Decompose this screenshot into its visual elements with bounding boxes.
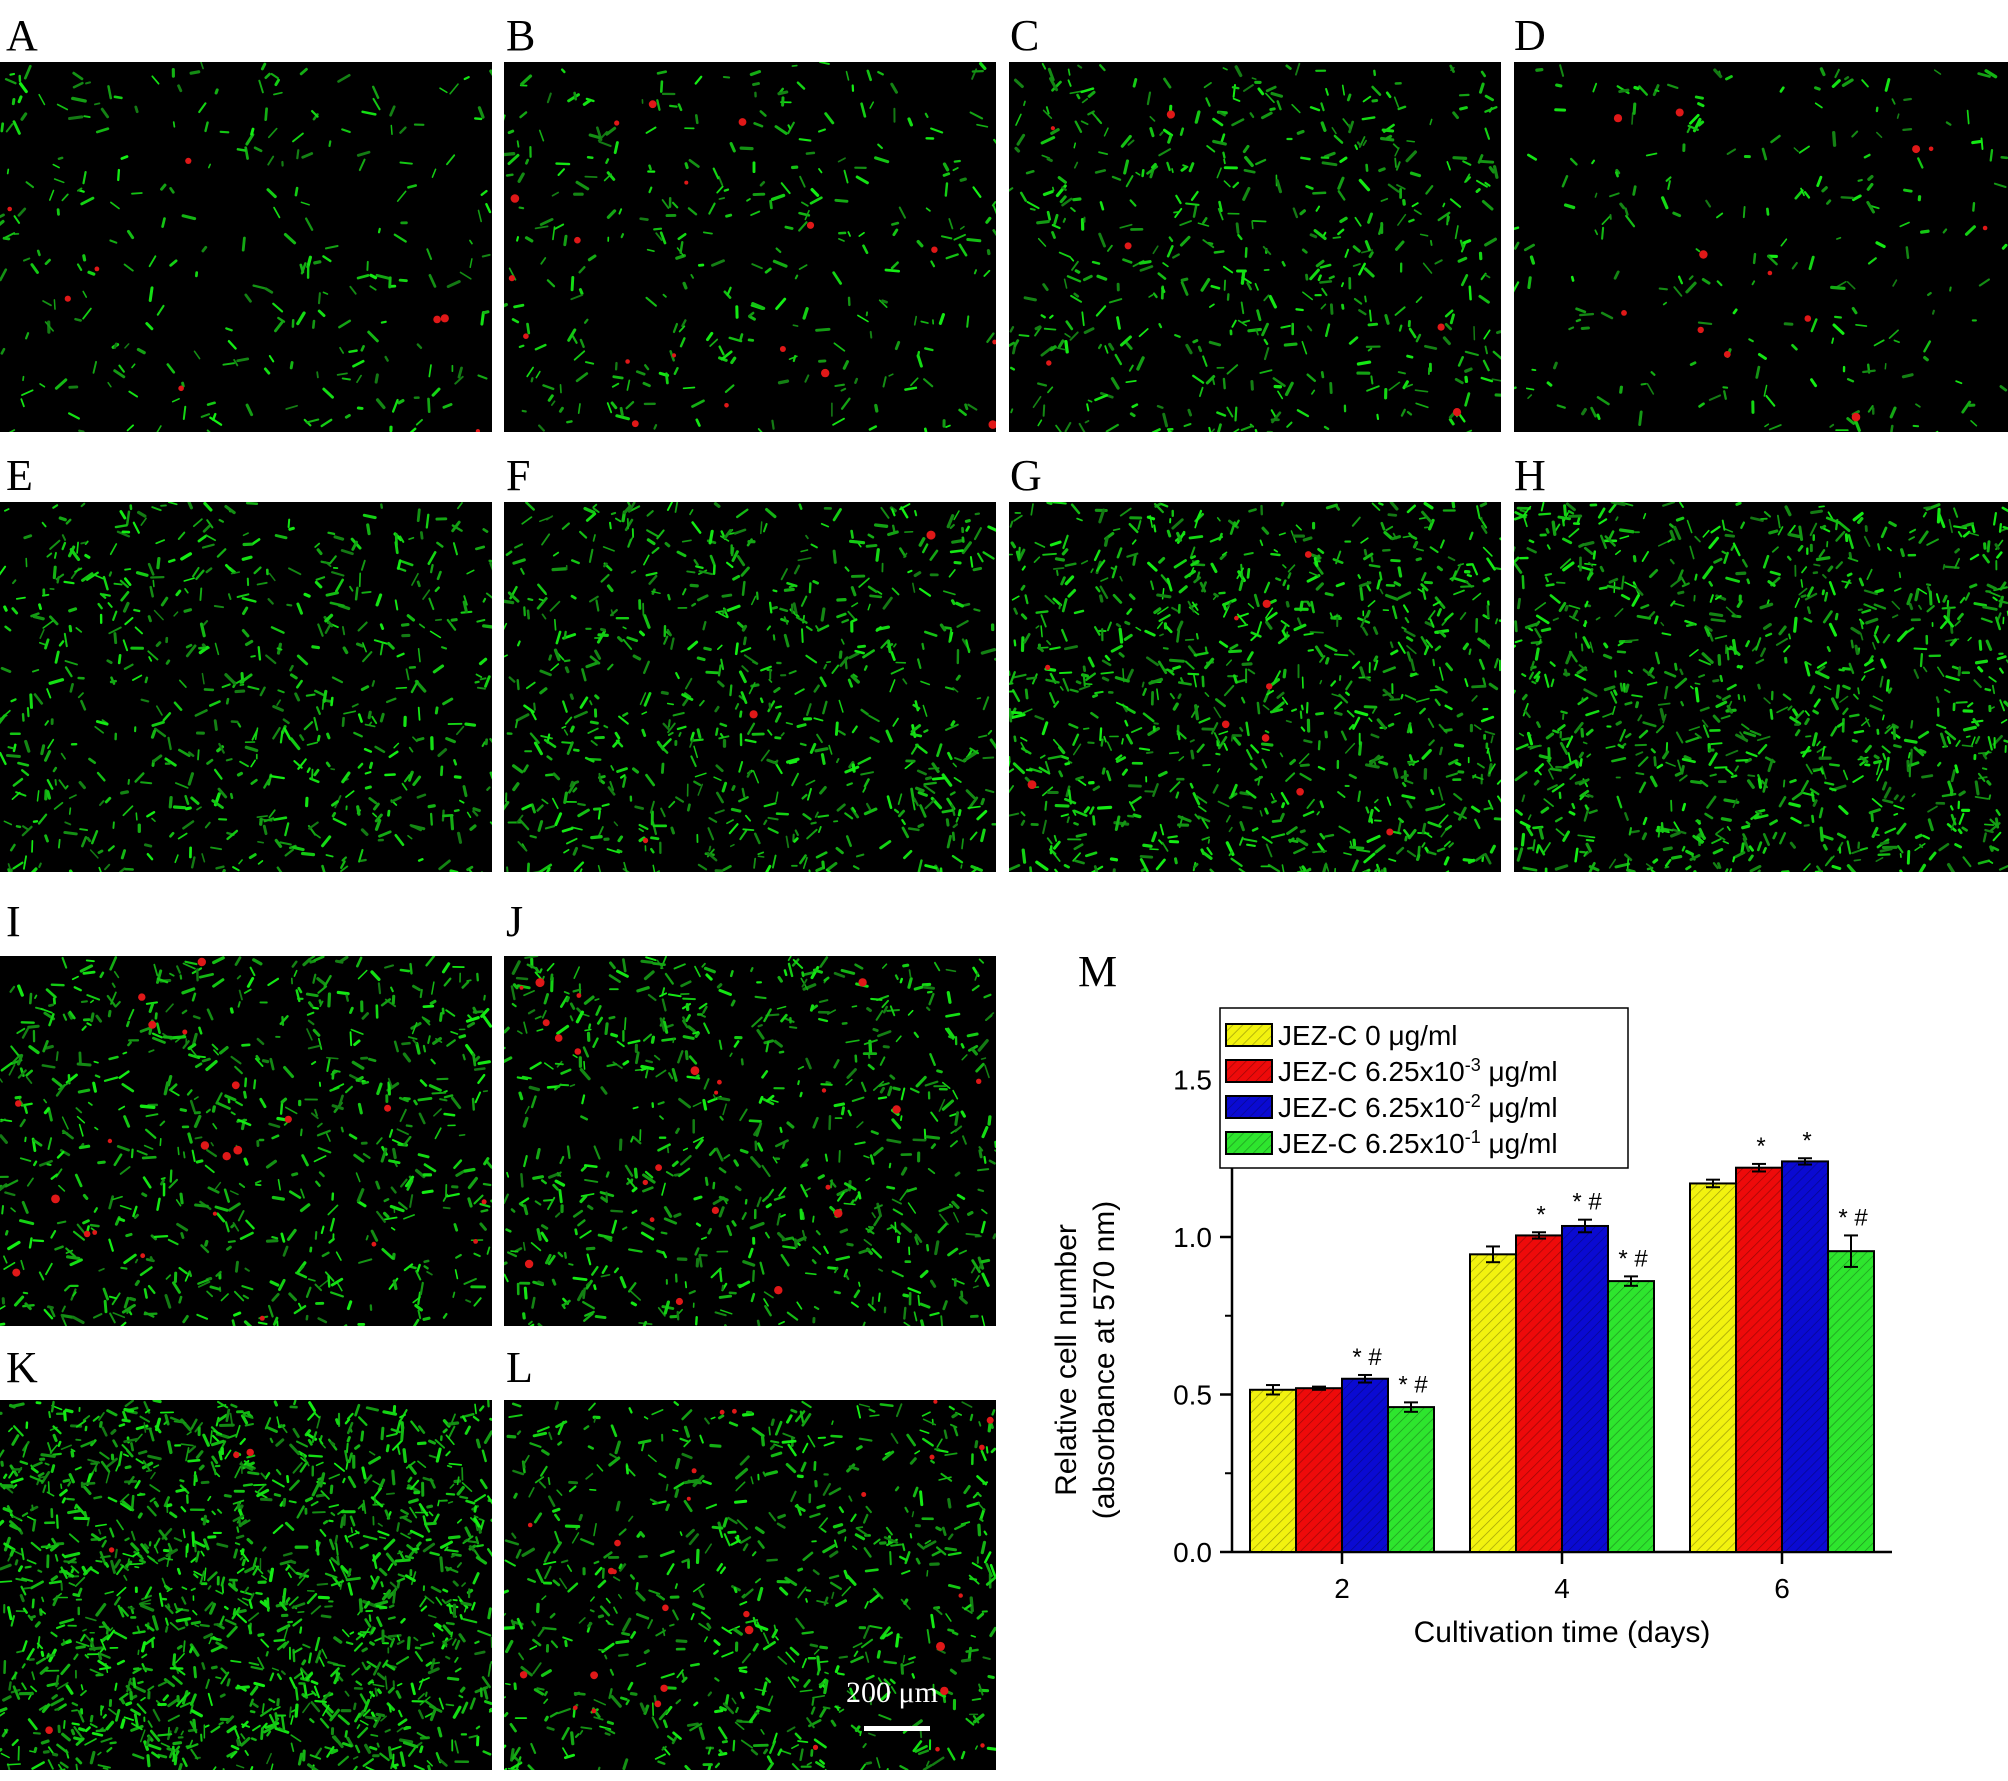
legend-entry: JEZ-C 0 μg/ml [1278, 1020, 1457, 1051]
cell-texture [1514, 64, 2008, 432]
cell-texture [0, 1400, 492, 1770]
bar [1781, 1160, 1829, 1553]
legend-entry: JEZ-C 6.25x10-2 μg/ml [1278, 1091, 1558, 1123]
significance-label: * # [1618, 1245, 1648, 1272]
cell-texture [504, 956, 996, 1326]
y-tick-label: 0.0 [1173, 1537, 1212, 1568]
x-axis-label: Cultivation time (days) [1414, 1616, 1711, 1649]
y-tick-label: 1.5 [1173, 1065, 1212, 1096]
panel-label-b: B [506, 11, 536, 60]
panel-label-i: I [6, 897, 21, 946]
x-tick-label: 6 [1774, 1573, 1790, 1604]
bar [1387, 1406, 1435, 1553]
cell-texture [0, 62, 492, 432]
panel-label-h: H [1514, 451, 1546, 500]
micrograph-a [0, 62, 492, 432]
cell-texture [0, 956, 492, 1326]
cell-texture [0, 502, 492, 872]
panel-label-m: M [1078, 947, 1118, 996]
bar [1607, 1280, 1655, 1553]
micrograph-b [504, 62, 996, 432]
significance-label: * # [1352, 1344, 1382, 1371]
bar [1341, 1377, 1389, 1553]
micrograph-k [0, 1400, 492, 1770]
legend-swatch [1225, 1023, 1273, 1047]
micrograph-c [1009, 62, 1501, 432]
y-tick-label: 1.0 [1173, 1222, 1212, 1253]
panel-label-d: D [1514, 11, 1546, 60]
x-tick-label: 4 [1554, 1573, 1570, 1604]
bar [1295, 1387, 1343, 1554]
panel-label-l: L [506, 1343, 533, 1392]
bar [1515, 1234, 1563, 1553]
legend-entry: JEZ-C 6.25x10-1 μg/ml [1278, 1127, 1558, 1159]
panel-label-c: C [1010, 11, 1040, 60]
bar [1827, 1250, 1875, 1553]
x-tick-label: 2 [1334, 1573, 1350, 1604]
bar-chart: 0.0 0.5 1.0 1.5 2 * # * # 4 * * # * # 6 * * * # Cultiva… [1050, 1007, 1892, 1649]
micrograph-h [1514, 502, 2008, 872]
significance-label: * # [1398, 1371, 1428, 1398]
bar [1469, 1253, 1517, 1553]
panel-label-j: J [506, 897, 524, 946]
micrograph-f [504, 502, 996, 872]
micrograph-i [0, 956, 492, 1326]
panel-label-f: F [506, 451, 531, 500]
bar [1249, 1388, 1297, 1553]
scale-bar-label: 200 μm [846, 1676, 938, 1709]
micrograph-l [504, 1400, 996, 1770]
significance-label: * [1756, 1133, 1765, 1160]
significance-label: * [1536, 1201, 1545, 1228]
legend-swatch [1225, 1059, 1273, 1083]
significance-label: * [1802, 1127, 1811, 1154]
cell-texture [1514, 502, 2008, 872]
panel-label-k: K [6, 1343, 38, 1392]
cell-texture [1009, 62, 1501, 432]
y-tick-label: 0.5 [1173, 1380, 1212, 1411]
cell-texture [1009, 502, 1501, 872]
cell-texture [504, 1400, 996, 1770]
significance-label: * # [1572, 1189, 1602, 1216]
y-axis-label-line1: Relative cell number [1050, 1224, 1083, 1496]
legend-box [1219, 1007, 1629, 1169]
micrograph-g [1009, 502, 1501, 872]
legend-swatch [1225, 1131, 1273, 1155]
bar [1735, 1166, 1783, 1553]
bar [1689, 1182, 1737, 1553]
micrograph-d [1514, 62, 2008, 432]
legend-swatch [1225, 1095, 1273, 1119]
scale-bar [864, 1726, 930, 1731]
micrograph-j [504, 956, 996, 1326]
cell-texture [504, 62, 996, 432]
bar [1561, 1224, 1609, 1553]
panel-label-g: G [1010, 451, 1042, 500]
panel-label-e: E [6, 451, 33, 500]
legend-entry: JEZ-C 6.25x10-3 μg/ml [1278, 1055, 1558, 1087]
cell-texture [504, 502, 996, 872]
significance-label: * # [1838, 1204, 1868, 1231]
micrograph-e [0, 502, 492, 872]
y-axis-label-line2: (absorbance at 570 nm) [1088, 1201, 1121, 1520]
panel-label-a: A [6, 11, 38, 60]
